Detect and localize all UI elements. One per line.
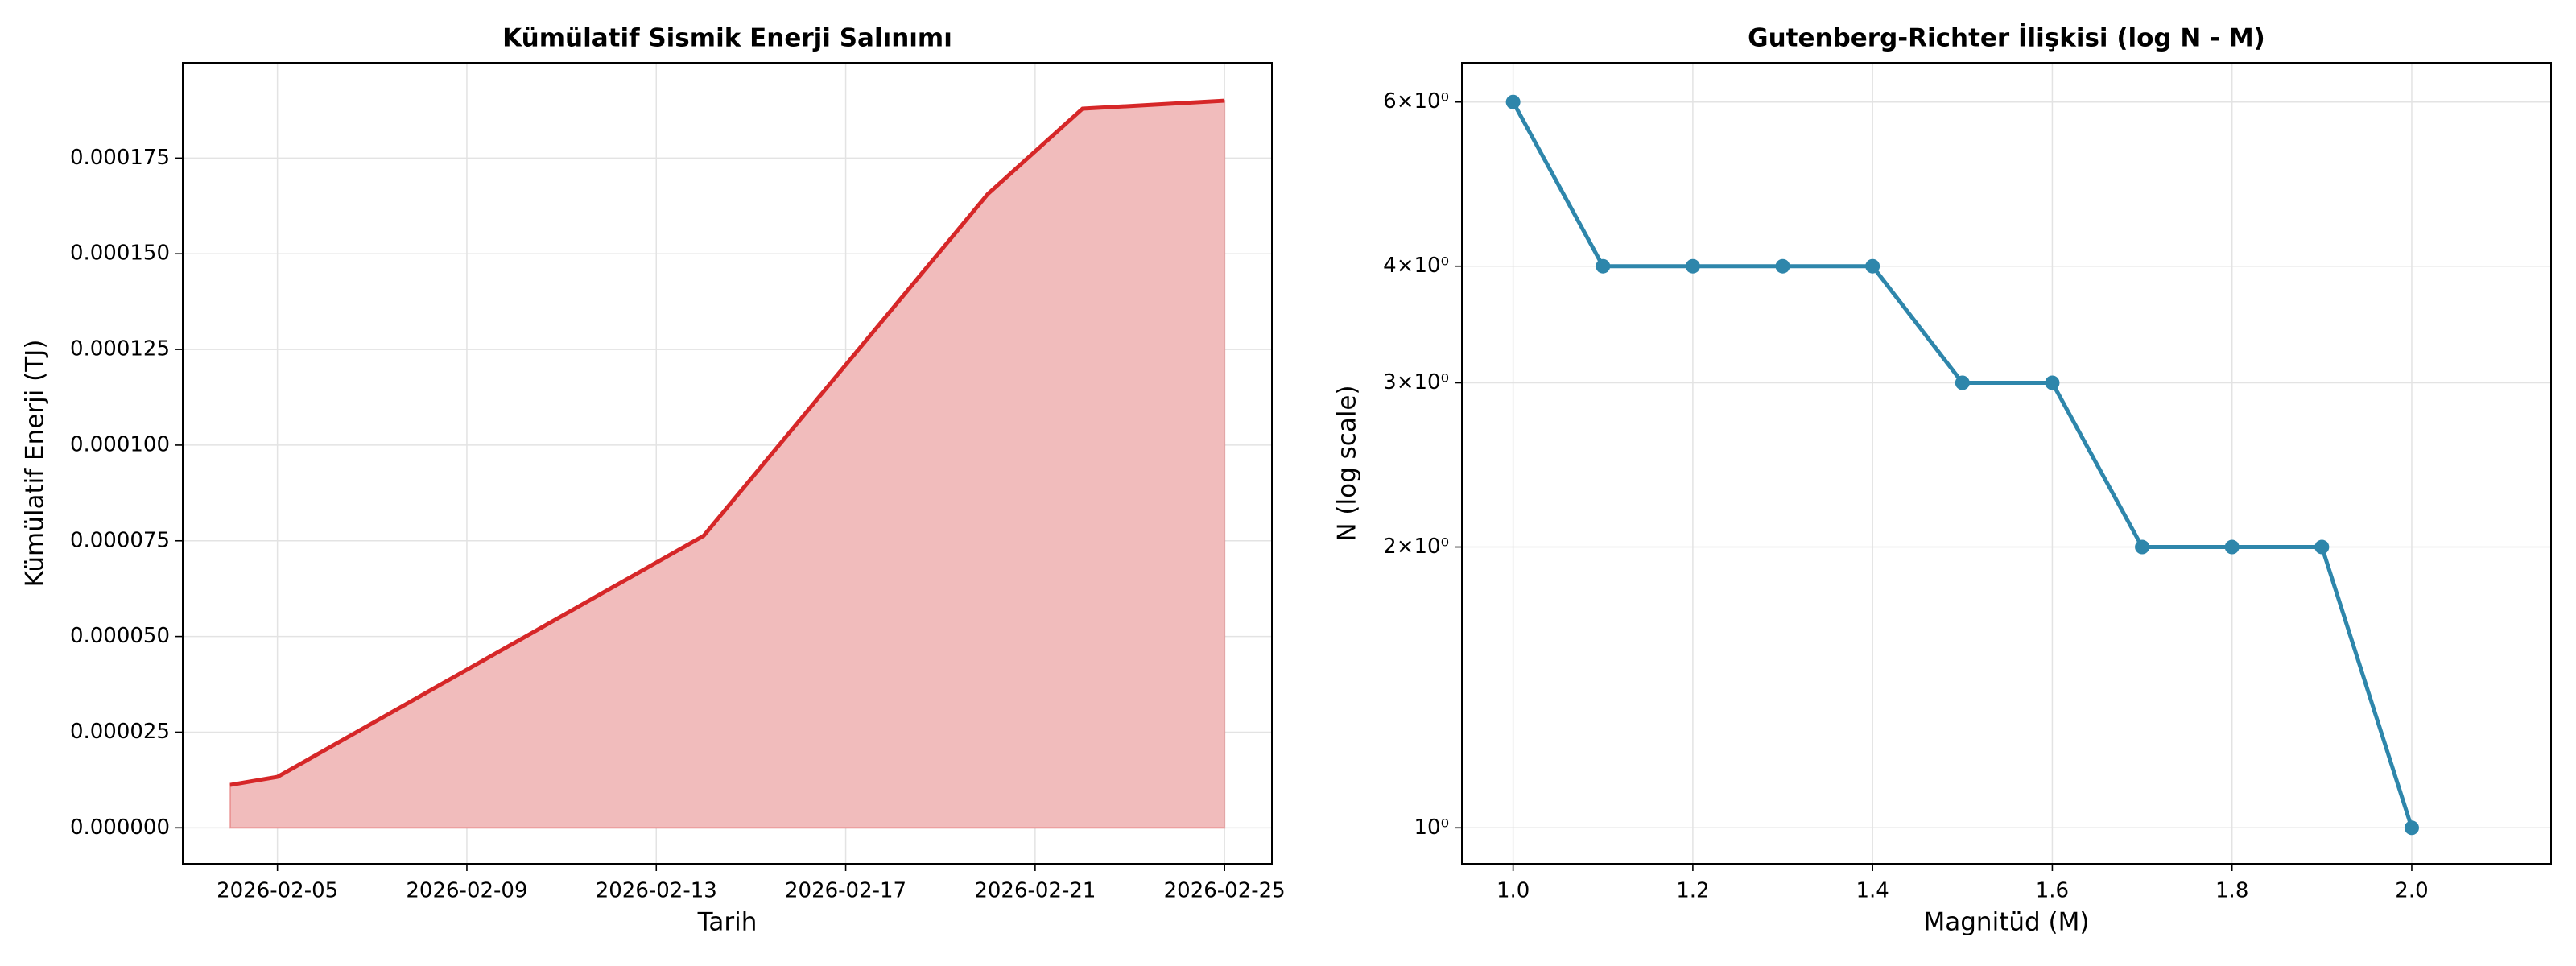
y-tick-label: 0.000125 [70, 337, 170, 361]
chart-title: Kümülatif Sismik Enerji Salınımı [502, 24, 952, 53]
x-tick-label: 1.8 [2215, 879, 2248, 903]
y-axis-label: Kümülatif Enerji (TJ) [21, 340, 50, 588]
line [1511, 101, 2414, 829]
marker [1505, 94, 1521, 109]
area-line [229, 98, 1225, 787]
axes-frame [1461, 62, 2552, 865]
x-tick-label: 1.6 [2036, 879, 2069, 903]
y-tick-label: 4×10⁰ [1383, 254, 1449, 278]
y-tick-label: 10⁰ [1414, 815, 1449, 840]
y-axis-label: N (log scale) [1333, 385, 1362, 541]
marker [1865, 258, 1880, 274]
x-tick-label: 2026-02-13 [596, 879, 717, 903]
x-axis-label: Tarih [697, 908, 758, 937]
marker [1955, 375, 1970, 390]
marker [1596, 258, 1611, 274]
axes-frame [182, 62, 1273, 865]
y-tick-label: 0.000175 [70, 146, 170, 170]
y-tick-label: 0.000150 [70, 242, 170, 266]
x-tick-label: 2026-02-21 [974, 879, 1096, 903]
x-tick-label: 1.2 [1676, 879, 1709, 903]
marker [2224, 539, 2240, 555]
x-tick-label: 1.4 [1856, 879, 1889, 903]
marker [1685, 258, 1700, 274]
marker [2045, 375, 2060, 390]
x-tick-label: 2026-02-05 [217, 879, 338, 903]
x-tick-label: 2026-02-25 [1164, 879, 1286, 903]
y-tick-label: 0.000075 [70, 528, 170, 552]
marker [2404, 820, 2419, 836]
x-tick-label: 1.0 [1496, 879, 1530, 903]
y-tick-label: 0.000000 [70, 815, 170, 840]
chart-title: Gutenberg-Richter İlişkisi (log N - M) [1748, 24, 2265, 53]
marker [2135, 539, 2150, 555]
marker [1775, 258, 1790, 274]
y-tick-label: 2×10⁰ [1383, 535, 1449, 559]
y-tick-label: 0.000100 [70, 432, 170, 456]
y-tick-label: 0.000050 [70, 624, 170, 648]
x-tick-label: 2026-02-09 [406, 879, 527, 903]
x-tick-label: 2.0 [2395, 879, 2428, 903]
y-tick-label: 3×10⁰ [1383, 370, 1449, 394]
x-tick-label: 2026-02-17 [785, 879, 906, 903]
marker [2314, 539, 2330, 555]
y-tick-label: 6×10⁰ [1383, 89, 1449, 114]
x-axis-label: Magnitüd (M) [1924, 908, 2090, 937]
y-tick-label: 0.000025 [70, 720, 170, 744]
